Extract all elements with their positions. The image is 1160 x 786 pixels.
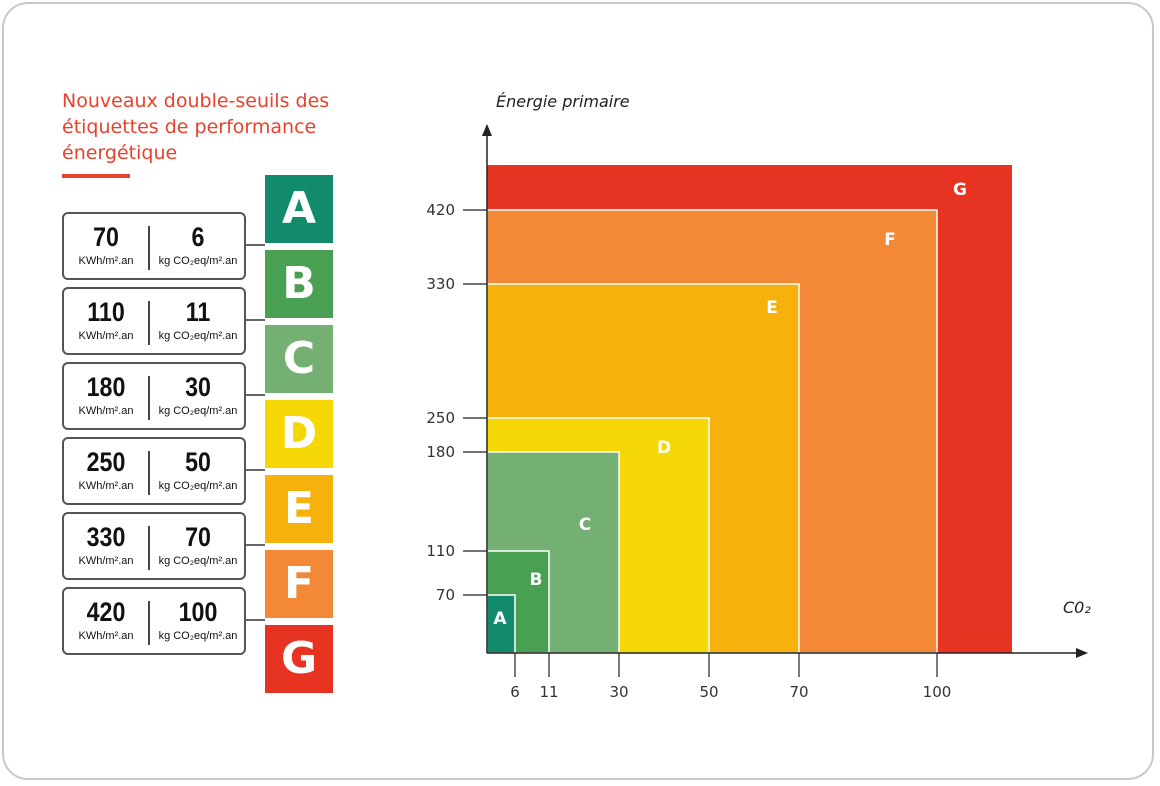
box-connector — [246, 244, 265, 246]
box-connector — [246, 544, 265, 546]
box-connector — [246, 469, 265, 471]
co2-unit: kg CO₂eq/m².an — [158, 255, 238, 267]
energy-unit: KWh/m².an — [78, 480, 134, 492]
badge-f: F — [265, 550, 333, 618]
energy-unit: KWh/m².an — [78, 255, 134, 267]
badge-a: A — [265, 175, 333, 243]
badge-b: B — [265, 250, 333, 318]
threshold-box: 330 KWh/m².an 70 kg CO₂eq/m².an — [62, 512, 246, 580]
co2-threshold: 70 kg CO₂eq/m².an — [150, 514, 246, 568]
threshold-box: 420 KWh/m².an 100 kg CO₂eq/m².an — [62, 587, 246, 655]
energy-value: 250 — [86, 447, 126, 477]
badge-d: D — [265, 400, 333, 468]
y-tick-label: 250 — [426, 409, 455, 427]
threshold-box: 70 KWh/m².an 6 kg CO₂eq/m².an — [62, 212, 246, 280]
energy-unit: KWh/m².an — [78, 405, 134, 417]
y-tick-label: 330 — [426, 275, 455, 293]
box-divider — [148, 601, 150, 645]
region-label-d: D — [657, 438, 671, 458]
threshold-box: 180 KWh/m².an 30 kg CO₂eq/m².an — [62, 362, 246, 430]
co2-value: 50 — [185, 447, 211, 477]
region-label-c: C — [579, 515, 591, 535]
badge-e: E — [265, 475, 333, 543]
energy-unit: KWh/m².an — [78, 555, 134, 567]
energy-value: 180 — [86, 372, 126, 402]
y-tick-label: 420 — [426, 201, 455, 219]
energy-value: 330 — [86, 522, 126, 552]
x-tick-label: 6 — [510, 683, 520, 701]
energy-threshold: 110 KWh/m².an — [64, 289, 148, 343]
co2-unit: kg CO₂eq/m².an — [158, 555, 238, 567]
co2-unit: kg CO₂eq/m².an — [158, 630, 238, 642]
co2-value: 11 — [185, 297, 211, 327]
co2-value: 6 — [191, 222, 205, 252]
energy-value: 420 — [86, 597, 126, 627]
energy-threshold: 250 KWh/m².an — [64, 439, 148, 493]
energy-value: 70 — [93, 222, 119, 252]
y-tick-label: 180 — [426, 443, 455, 461]
title-underline — [62, 174, 130, 178]
x-tick-label: 100 — [923, 683, 952, 701]
region-label-a: A — [493, 609, 507, 629]
co2-unit: kg CO₂eq/m².an — [158, 480, 238, 492]
x-tick-label: 70 — [789, 683, 808, 701]
box-divider — [148, 301, 150, 345]
box-divider — [148, 376, 150, 420]
x-tick-label: 11 — [539, 683, 558, 701]
co2-threshold: 6 kg CO₂eq/m².an — [150, 214, 246, 268]
y-tick-label: 110 — [426, 542, 455, 560]
region-label-f: F — [884, 230, 896, 250]
energy-threshold: 420 KWh/m².an — [64, 589, 148, 643]
box-divider — [148, 526, 150, 570]
threshold-box: 110 KWh/m².an 11 kg CO₂eq/m².an — [62, 287, 246, 355]
x-axis-arrow-icon — [1076, 648, 1088, 658]
badge-c: C — [265, 325, 333, 393]
x-tick-label: 30 — [609, 683, 628, 701]
co2-unit: kg CO₂eq/m².an — [158, 405, 238, 417]
region-label-b: B — [530, 570, 543, 590]
co2-value: 30 — [185, 372, 211, 402]
co2-value: 70 — [185, 522, 211, 552]
co2-threshold: 11 kg CO₂eq/m².an — [150, 289, 246, 343]
energy-unit: KWh/m².an — [78, 330, 134, 342]
slide-title: Nouveaux double-seuils des étiquettes de… — [62, 90, 330, 164]
y-axis-arrow-icon — [482, 124, 492, 136]
co2-threshold: 50 kg CO₂eq/m².an — [150, 439, 246, 493]
box-connector — [246, 619, 265, 621]
box-connector — [246, 394, 265, 396]
box-divider — [148, 451, 150, 495]
threshold-box: 250 KWh/m².an 50 kg CO₂eq/m².an — [62, 437, 246, 505]
region-label-e: E — [766, 298, 778, 318]
region-label-g: G — [953, 180, 967, 200]
y-axis-title: Énergie primaire — [496, 92, 630, 111]
y-tick-label: 70 — [436, 586, 455, 604]
energy-value: 110 — [87, 297, 125, 327]
x-axis-title: C0₂ — [1063, 598, 1091, 617]
badge-g: G — [265, 625, 333, 693]
co2-unit: kg CO₂eq/m².an — [158, 330, 238, 342]
energy-unit: KWh/m².an — [78, 630, 134, 642]
energy-threshold: 330 KWh/m².an — [64, 514, 148, 568]
energy-threshold: 70 KWh/m².an — [64, 214, 148, 268]
box-connector — [246, 319, 265, 321]
co2-threshold: 30 kg CO₂eq/m².an — [150, 364, 246, 418]
box-divider — [148, 226, 150, 270]
energy-threshold: 180 KWh/m².an — [64, 364, 148, 418]
x-tick-label: 50 — [699, 683, 718, 701]
co2-threshold: 100 kg CO₂eq/m².an — [150, 589, 246, 643]
co2-value: 100 — [178, 597, 218, 627]
